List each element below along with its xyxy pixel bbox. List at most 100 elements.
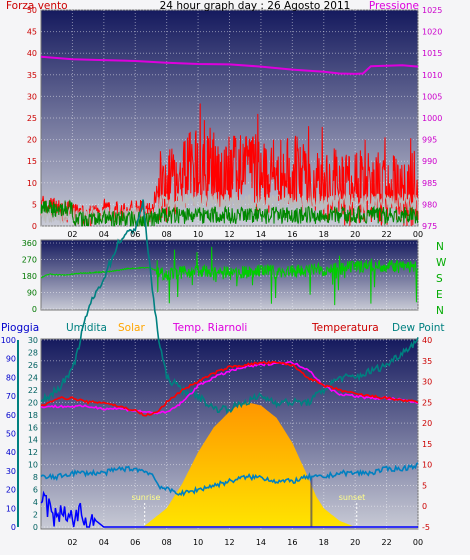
wind-axis-tick-label: 40 [27, 49, 37, 58]
dew-point-line [40, 462, 419, 497]
rain-axis-tick-label: 70 [6, 392, 16, 401]
humidity-axis-tick-label: 28 [28, 348, 38, 357]
humidity-axis-tick-label: 22 [28, 386, 38, 395]
solar-area [143, 402, 356, 527]
rain-axis-tick-label: 40 [6, 448, 16, 457]
x-tick-label-bottom: 12 [224, 538, 234, 547]
temp-axis-tick-label: 40 [422, 336, 432, 345]
pressure-axis-tick-label: 1005 [422, 92, 442, 101]
x-tick-label-bottom: 20 [350, 538, 360, 547]
wind-axis-tick-label: 0 [32, 222, 37, 231]
direction-compass-label: N [436, 241, 444, 253]
direction-compass-label: E [436, 289, 443, 301]
humidity-axis-tick-label: 0 [33, 523, 38, 532]
wind-legend-label: Forza vento [6, 0, 68, 12]
humidity-axis-tick-label: 26 [28, 361, 38, 370]
wind-axis-tick-label: 20 [27, 136, 37, 145]
direction-compass-label: W [436, 257, 447, 269]
pressure-axis-tick-label: 980 [422, 200, 437, 209]
x-tick-label-top: 02 [67, 230, 77, 239]
series-layer [40, 55, 419, 528]
x-tick-label-top: 22 [381, 230, 391, 239]
chart-title: 24 hour graph day : 26 Agosto 2011 [160, 0, 351, 12]
rain-axis-tick-label: 100 [1, 336, 16, 345]
x-tick-label-top: 10 [193, 230, 203, 239]
humidity-axis-tick-label: 12 [28, 448, 38, 457]
legend-pioggia: Pioggia [1, 322, 39, 334]
pressure-legend-label: Pressione [369, 0, 419, 12]
pressure-axis-tick-label: 990 [422, 157, 437, 166]
temp-axis-tick-label: 25 [422, 398, 432, 407]
x-tick-label-top: 20 [350, 230, 360, 239]
x-tick-label-top: 12 [224, 230, 234, 239]
temp-axis-tick-label: 30 [422, 378, 432, 387]
direction-axis-tick-label: 270 [22, 256, 37, 265]
wind-axis-tick-label: 45 [27, 28, 37, 37]
x-tick-label-top: 08 [162, 230, 172, 239]
temp-axis-tick-label: 5 [422, 481, 427, 490]
pressure-axis-tick-label: 1015 [422, 49, 442, 58]
pressure-axis-tick-label: 975 [422, 222, 437, 231]
x-tick-label-top: 16 [287, 230, 297, 239]
pressure-line [40, 55, 419, 75]
sunrise-label: sunrise [132, 493, 161, 502]
pressure-axis-tick-label: 1025 [422, 6, 442, 15]
direction-compass-label: N [436, 305, 444, 317]
humidity-line [40, 199, 419, 415]
x-tick-label-bottom: 06 [130, 538, 140, 547]
direction-axis-tick-label: 360 [22, 239, 37, 248]
direction-axis-tick-label: 90 [27, 289, 37, 298]
humidity-axis-tick-label: 8 [33, 473, 38, 482]
rain-axis-tick-label: 60 [6, 411, 16, 420]
x-tick-label-bottom: 14 [256, 538, 266, 547]
x-tick-label-top: 00 [413, 230, 423, 239]
x-tick-label-bottom: 04 [99, 538, 109, 547]
direction-axis-tick-label: 0 [32, 305, 37, 314]
legend-solar: Solar [118, 322, 145, 334]
pressure-axis-tick-label: 1010 [422, 71, 442, 80]
legend-dew-point: Dew Point [392, 322, 445, 334]
wind-axis-tick-label: 10 [27, 179, 37, 188]
temp-axis-tick-label: 15 [422, 440, 432, 449]
humidity-axis-tick-label: 10 [28, 461, 38, 470]
pressure-axis-tick-label: 1020 [422, 28, 442, 37]
legend-app-temp: Temp. Riarnoli [172, 322, 247, 334]
solar-dip [310, 477, 313, 527]
wind-axis-tick-label: 25 [27, 114, 37, 123]
rain-line [40, 490, 418, 528]
x-tick-label-top: 06 [130, 230, 140, 239]
wind-axis-tick-label: 30 [27, 92, 37, 101]
axes-layer: 0202040406060808101012121414161618182020… [1, 6, 447, 547]
rain-axis-tick-label: 30 [6, 467, 16, 476]
humidity-axis-tick-label: 20 [28, 398, 38, 407]
humidity-axis-tick-label: 24 [28, 373, 38, 382]
sunset-label: sunset [339, 493, 366, 502]
pressure-axis-tick-label: 1000 [422, 114, 442, 123]
pressure-axis-tick-label: 985 [422, 179, 437, 188]
wind-axis-tick-label: 50 [27, 6, 37, 15]
x-tick-label-bottom: 02 [67, 538, 77, 547]
temp-axis-tick-label: 20 [422, 419, 432, 428]
rain-axis-tick-label: 0 [11, 523, 16, 532]
x-tick-label-bottom: 16 [287, 538, 297, 547]
wind-axis-tick-label: 5 [32, 200, 37, 209]
humidity-axis-tick-label: 16 [28, 423, 38, 432]
rain-axis-tick-label: 10 [6, 504, 16, 513]
wind-direction-line [40, 246, 419, 306]
temperature-line [40, 360, 419, 417]
direction-axis-tick-label: 180 [22, 272, 37, 281]
humidity-axis-tick-label: 2 [33, 511, 38, 520]
temp-axis-tick-label: -5 [422, 523, 430, 532]
rain-axis-tick-label: 50 [6, 430, 16, 439]
temp-axis-tick-label: 0 [422, 502, 427, 511]
rain-axis-tick-label: 20 [6, 486, 16, 495]
x-tick-label-bottom: 00 [413, 538, 423, 547]
x-tick-label-top: 04 [99, 230, 109, 239]
x-tick-label-bottom: 22 [381, 538, 391, 547]
apparent-temp-line [40, 361, 418, 415]
rain-axis-tick-label: 80 [6, 373, 16, 382]
x-tick-label-top: 18 [319, 230, 329, 239]
wind-axis-tick-label: 35 [27, 71, 37, 80]
